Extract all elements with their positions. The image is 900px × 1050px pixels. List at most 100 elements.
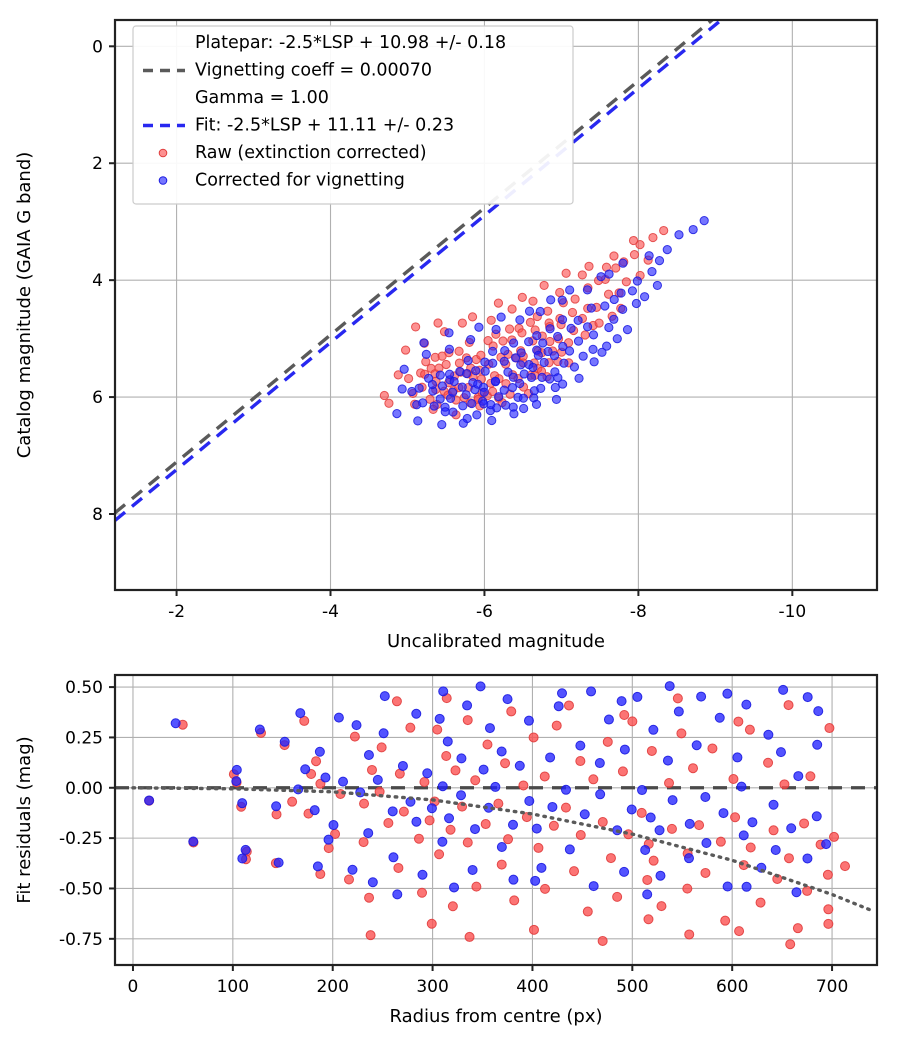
scatter-point <box>507 304 517 314</box>
residual-point <box>823 918 834 929</box>
residual-point <box>438 686 449 697</box>
legend-dot-handle <box>158 176 168 185</box>
residual-point <box>722 881 733 892</box>
residual-point <box>500 758 511 769</box>
residual-point <box>829 831 840 842</box>
scatter-point <box>558 379 568 389</box>
scatter-point <box>546 295 556 305</box>
residual-point <box>449 882 460 893</box>
scatter-point <box>515 315 525 325</box>
scatter-point <box>589 357 599 367</box>
residual-point <box>271 801 282 812</box>
scatter-point <box>516 360 526 370</box>
residual-point <box>734 926 745 937</box>
residual-point <box>741 699 752 710</box>
scatter-point <box>476 350 486 360</box>
scatter-point <box>537 372 547 382</box>
residual-point <box>442 736 453 747</box>
scatter-point <box>491 324 501 335</box>
residual-point <box>417 887 428 898</box>
residual-point <box>467 864 478 875</box>
residual-point <box>364 892 375 903</box>
legend-item-label: Platepar: -2.5*LSP + 10.98 +/- 0.18 <box>195 33 506 53</box>
scatter-point <box>404 373 414 384</box>
residual-point <box>632 691 643 702</box>
residual-point <box>240 844 251 855</box>
scatter-point <box>501 400 511 410</box>
scatter-point <box>454 358 465 368</box>
x-tick-label: -4 <box>322 602 339 622</box>
residual-point <box>714 712 725 723</box>
scatter-point <box>635 240 645 250</box>
scatter-point <box>616 288 626 298</box>
residual-point <box>821 839 832 850</box>
scatter-point <box>425 394 435 404</box>
scatter-point <box>421 349 431 359</box>
residual-point <box>299 715 310 726</box>
residual-point <box>432 724 443 735</box>
residual-point <box>676 728 687 739</box>
legend-item-label: Vignetting coeff = 0.00070 <box>195 61 432 81</box>
scatter-point <box>597 347 607 357</box>
residual-point <box>533 842 544 853</box>
residual-point <box>397 760 408 771</box>
scatter-point <box>525 317 536 328</box>
residual-point <box>314 746 325 757</box>
y-tick-label: -0.50 <box>59 879 103 899</box>
scatter-point <box>543 346 553 357</box>
residual-point <box>643 914 654 925</box>
residual-point <box>540 883 551 894</box>
residual-point <box>398 806 409 817</box>
residual-point <box>393 862 404 873</box>
scatter-point <box>457 318 467 328</box>
legend-item-label: Fit: -2.5*LSP + 11.11 +/- 0.23 <box>195 116 454 136</box>
scatter-point <box>472 410 482 420</box>
scatter-point <box>487 415 497 426</box>
residual-point <box>595 789 606 800</box>
scatter-point <box>498 336 508 346</box>
scatter-point <box>577 270 587 280</box>
residual-point <box>502 694 513 705</box>
residual-point <box>612 891 623 902</box>
residual-point <box>732 752 743 763</box>
scatter-point <box>539 280 549 291</box>
scatter-point <box>652 280 663 291</box>
residual-point <box>528 732 539 743</box>
scatter-point <box>461 390 471 400</box>
residual-point <box>642 889 653 900</box>
residual-point <box>636 807 647 818</box>
residual-point <box>688 763 699 774</box>
scatter-point <box>618 258 628 268</box>
scatter-point <box>519 403 529 414</box>
scatter-point <box>515 378 525 389</box>
residual-point <box>594 758 605 769</box>
x-tick-label: 300 <box>416 977 448 997</box>
scatter-point <box>535 306 545 317</box>
scatter-point <box>457 382 467 392</box>
scatter-point <box>596 272 606 282</box>
residual-point <box>144 795 155 806</box>
residual-point <box>437 781 448 792</box>
residual-point <box>462 700 473 711</box>
scatter-point <box>622 325 633 335</box>
residual-point <box>768 825 779 836</box>
scatter-point <box>419 338 429 348</box>
residual-point <box>470 775 481 786</box>
residual-point <box>447 901 458 912</box>
residual-point <box>778 684 789 695</box>
residual-point <box>582 906 593 917</box>
scatter-point <box>435 394 445 404</box>
scatter-point <box>609 294 619 305</box>
residual-point <box>323 834 334 845</box>
residual-point <box>755 897 766 908</box>
residual-point <box>444 813 455 824</box>
scatter-point <box>674 230 684 240</box>
scatter-point <box>429 401 439 411</box>
residual-point <box>237 798 248 809</box>
y-tick-label: 2 <box>92 154 103 174</box>
scatter-point <box>588 330 599 340</box>
residual-point <box>792 923 803 934</box>
residual-point <box>696 691 707 702</box>
residual-point <box>793 771 804 782</box>
scatter-point <box>609 251 619 261</box>
